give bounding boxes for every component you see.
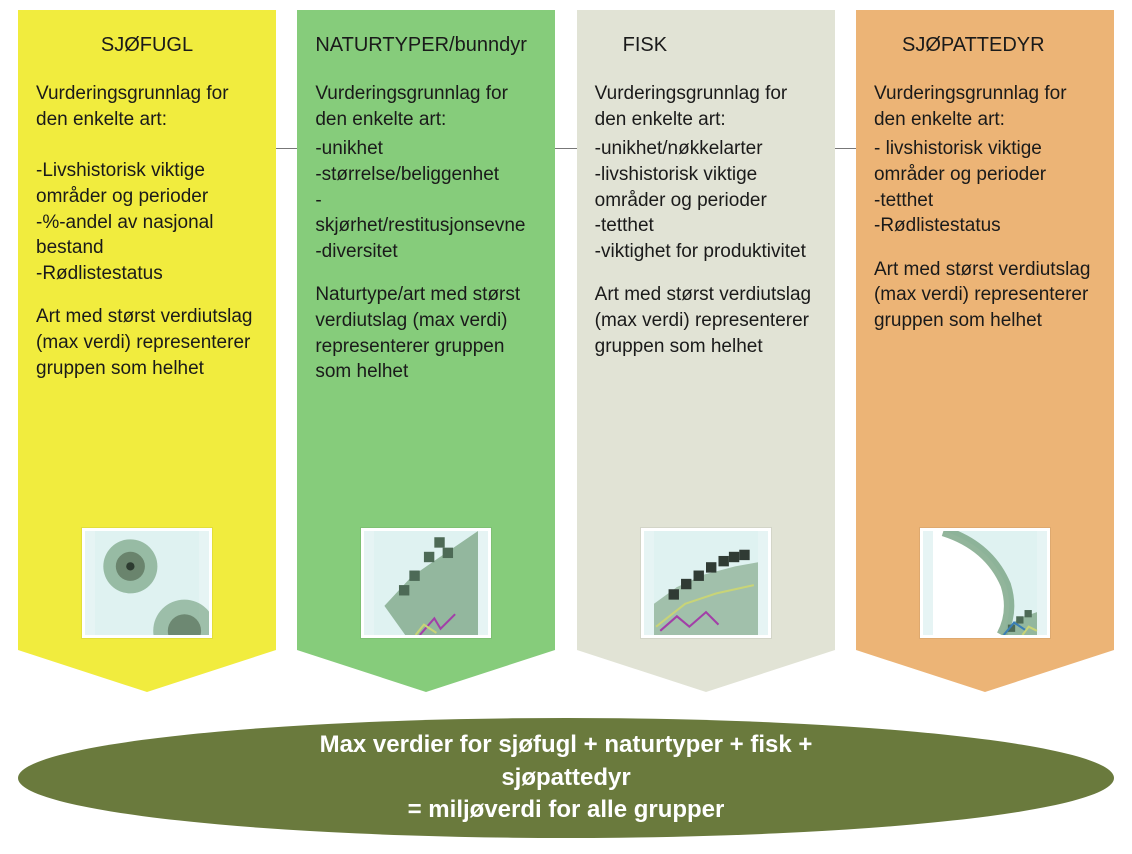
category-title: SJØPATTEDYR — [874, 32, 1096, 59]
category-panel: FISK Vurderingsgrunnlag for den enkelte a… — [577, 10, 835, 650]
criteria-item: unikhet — [315, 136, 537, 162]
criteria-intro: Vurderingsgrunnlag for den enkelte art: — [36, 81, 258, 132]
arrowhead-icon — [856, 650, 1114, 692]
map-thumbnail — [361, 528, 491, 638]
category-panel: NATURTYPER/bunndyr Vurderingsgrunnlag for… — [297, 10, 555, 650]
category-panel: SJØPATTEDYR Vurderingsgrunnlag for den en… — [856, 10, 1114, 650]
criteria-item: viktighet for produktivitet — [595, 239, 817, 265]
columns-container: SJØFUGL Vurderingsgrunnlag for den enkelt… — [0, 10, 1132, 690]
criteria-item: størrelse/beliggenhet — [315, 162, 537, 188]
map-thumbnail — [641, 528, 771, 638]
category-title: SJØFUGL — [36, 32, 258, 59]
criteria-item: livshistorisk viktige områder og periode… — [874, 136, 1096, 187]
criteria-item: Rødlistestatus — [874, 213, 1096, 239]
summary-text: Art med størst verdiutslag (max verdi) r… — [36, 304, 258, 381]
category-panel: SJØFUGL Vurderingsgrunnlag for den enkelt… — [18, 10, 276, 650]
ellipse-text-line: = miljøverdi for alle grupper — [408, 794, 725, 826]
summary-text: Art med størst verdiutslag (max verdi) r… — [874, 257, 1096, 334]
summary-text: Art med størst verdiutslag (max verdi) r… — [595, 282, 817, 359]
criteria-item: %-andel av nasjonal bestand — [36, 210, 258, 261]
summary-text: Naturtype/art med størst verdiutslag (ma… — [315, 282, 537, 385]
ellipse-text-line: Max verdier for sjøfugl + naturtyper + f… — [320, 729, 813, 761]
ellipse-text-line: sjøpattedyr — [501, 762, 630, 794]
category-title: FISK — [595, 32, 817, 59]
category-column-sjopattedyr: SJØPATTEDYR Vurderingsgrunnlag for den en… — [856, 10, 1114, 690]
criteria-item: -skjørhet/restitusjonsevne — [315, 188, 537, 239]
criteria-item: tetthet — [595, 213, 817, 239]
summary-ellipse: Max verdier for sjøfugl + naturtyper + f… — [18, 718, 1114, 838]
map-thumbnail — [82, 528, 212, 638]
criteria-item: Livshistorisk viktige områder og periode… — [36, 158, 258, 209]
criteria-list: livshistorisk viktige områder og periode… — [874, 136, 1096, 239]
criteria-item: Rødlistestatus — [36, 261, 258, 287]
criteria-item: diversitet — [315, 239, 537, 265]
criteria-item: unikhet/nøkkelarter — [595, 136, 817, 162]
criteria-list: unikhet/nøkkelarterlivshistorisk viktige… — [595, 136, 817, 264]
arrowhead-icon — [18, 650, 276, 692]
category-title: NATURTYPER/bunndyr — [315, 32, 537, 59]
map-thumbnail — [920, 528, 1050, 638]
arrowhead-icon — [297, 650, 555, 692]
criteria-list: unikhetstørrelse/beliggenhet-skjørhet/re… — [315, 136, 537, 264]
criteria-item: livshistorisk viktige områder og periode… — [595, 162, 817, 213]
criteria-intro: Vurderingsgrunnlag for den enkelte art: — [874, 81, 1096, 132]
criteria-intro: Vurderingsgrunnlag for den enkelte art: — [315, 81, 537, 132]
criteria-list: Livshistorisk viktige områder og periode… — [36, 158, 258, 286]
criteria-intro: Vurderingsgrunnlag for den enkelte art: — [595, 81, 817, 132]
arrowhead-icon — [577, 650, 835, 692]
category-column-fisk: FISK Vurderingsgrunnlag for den enkelte a… — [577, 10, 835, 690]
category-column-sjofugl: SJØFUGL Vurderingsgrunnlag for den enkelt… — [18, 10, 276, 690]
criteria-item: tetthet — [874, 188, 1096, 214]
category-column-naturtyper: NATURTYPER/bunndyr Vurderingsgrunnlag for… — [297, 10, 555, 690]
